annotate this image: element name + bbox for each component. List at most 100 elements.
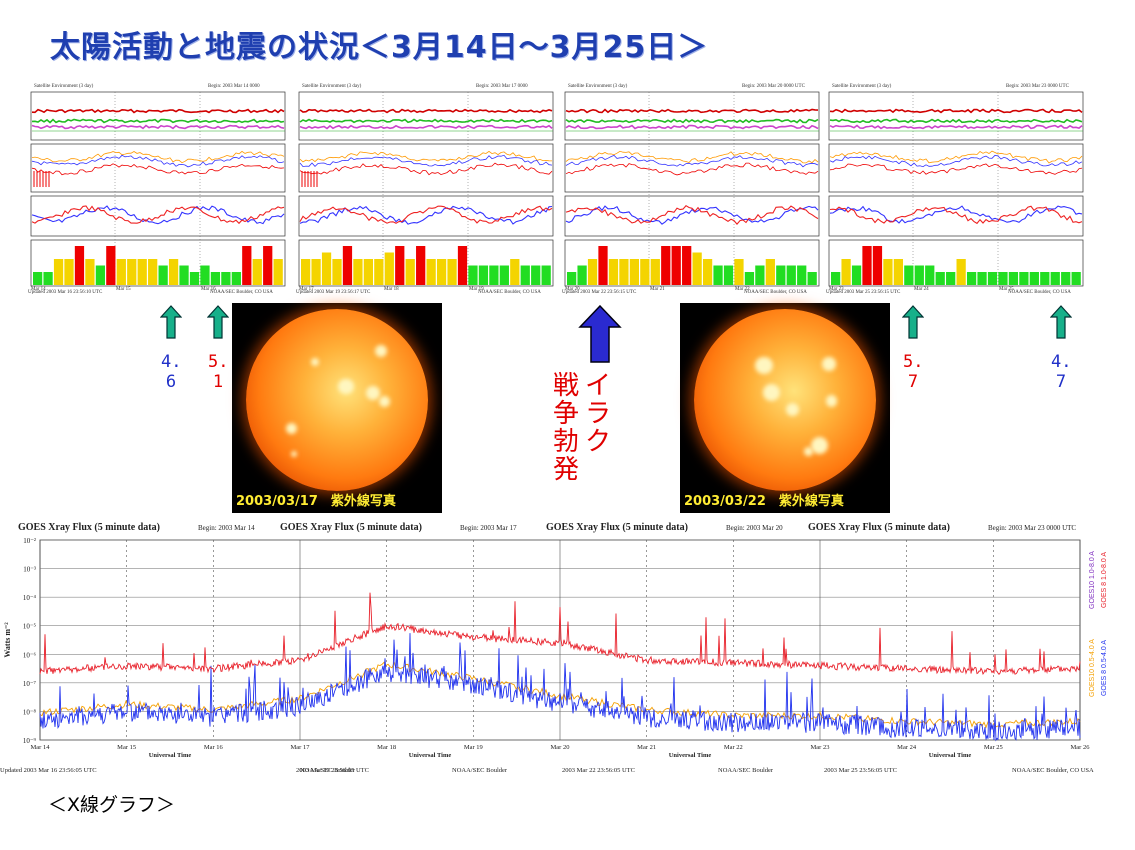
env-panel-1: Satellite Environment (3 day) Begin: 2003… (28, 84, 292, 298)
kp-bar (1029, 272, 1039, 285)
war-label-char: イ (584, 371, 611, 401)
kp-bar (577, 265, 587, 285)
env-footer-left: Updated 2003 Mar 16 23:56:10 UTC (28, 290, 103, 295)
env-header-right: Begin: 2003 Mar 20 0000 UTC (742, 84, 805, 89)
xray-panel-credit: NOAA/SEC Boulder (452, 767, 508, 774)
sun-disk (694, 309, 876, 491)
magnetometer-line (829, 205, 1083, 225)
xray-ytick-label: 10⁻⁴ (23, 594, 37, 602)
proton-flux-line (31, 124, 285, 130)
war-label-char: 発 (552, 455, 579, 485)
sun-image-caption: 2003/03/17 紫外線写真 (236, 494, 396, 509)
kp-bar (935, 272, 945, 285)
earthquake-arrow-icon (160, 305, 182, 339)
kp-bar (374, 259, 384, 285)
electron-flux-line (829, 154, 1083, 168)
kp-bar (831, 272, 841, 285)
active-region (785, 402, 799, 416)
xray-xtick-label: Mar 15 (117, 744, 136, 751)
earthquake-arrow-icon (902, 305, 924, 339)
kp-bar (499, 265, 509, 285)
proton-flux-line (31, 108, 285, 114)
kp-bar (436, 259, 447, 285)
magnitude-line2: 7 (907, 372, 919, 392)
kp-bar (998, 272, 1008, 285)
env-day-label: Mar 16 (201, 287, 216, 291)
active-region (825, 394, 838, 407)
war-label-char: ク (584, 427, 611, 457)
kp-bar (904, 265, 914, 285)
xray-xtick-label: Mar 19 (464, 744, 483, 751)
active-region (290, 450, 297, 458)
xray-xaxis-label: Universal Time (149, 752, 192, 759)
kp-bar (872, 246, 883, 285)
magnitude-line2: 6 (165, 372, 177, 392)
kp-bar (671, 246, 681, 285)
kp-bar (478, 265, 489, 285)
xray-yaxis-label: Watts m⁻² (3, 622, 12, 658)
proton-flux-line (829, 124, 1083, 130)
kp-bar (682, 246, 692, 285)
env-subplot-frame (298, 143, 554, 193)
kp-bar (363, 259, 374, 285)
kp-bar (702, 259, 713, 285)
active-region (763, 384, 781, 401)
earthquake-arrow-icon (1050, 305, 1072, 339)
env-plots: Mar 14 Mar 15 Mar 16 (30, 91, 286, 291)
xray-xtick-label: Mar 20 (551, 744, 570, 751)
earthquake-magnitude: 5. 1 (208, 352, 228, 392)
xray-xtick-label: Mar 24 (897, 744, 917, 751)
kp-bar (661, 246, 671, 285)
proton-flux-line (565, 118, 819, 124)
xray-xtick-label: Mar 25 (984, 744, 1003, 751)
kp-bar (851, 265, 862, 285)
xray-xtick-label: Mar 16 (204, 744, 224, 751)
xray-panel-title: GOES Xray Flux (5 minute data) (18, 522, 160, 533)
active-region (804, 447, 814, 456)
kp-bar (1008, 272, 1019, 285)
kp-bar (189, 272, 200, 285)
env-day-label: Mar 24 (914, 287, 929, 291)
kp-bar (567, 272, 577, 285)
electron-flux-line (31, 150, 285, 164)
kp-bar (332, 259, 342, 285)
kp-bar (765, 259, 775, 285)
active-region (374, 344, 387, 357)
earthquake-magnitude: 4. 6 (161, 352, 181, 392)
kp-bar (598, 246, 608, 285)
xray-panel-title: GOES Xray Flux (5 minute data) (280, 522, 422, 533)
xray-legend-entry: GOES 8 1.0-8.0 A (1101, 552, 1108, 608)
earthquake-magnitude: 4. 7 (1051, 352, 1071, 392)
env-subplot-frame (564, 143, 820, 193)
xray-xtick-label: Mar 18 (377, 744, 396, 751)
proton-flux-line (829, 108, 1083, 114)
kp-bar (273, 259, 283, 285)
kp-bar (1040, 272, 1050, 285)
page-title: 太陽活動と地震の状況＜3月14日～3月25日＞ (50, 30, 709, 65)
electron-flux-line (31, 154, 285, 168)
xray-ytick-label: 10⁻⁷ (23, 680, 37, 688)
env-plots: Mar 17 Mar 18 Mar 19 (298, 91, 554, 291)
kp-bar (416, 246, 426, 285)
env-subplot-frame (30, 143, 286, 193)
xray-legend-entry: GOES 8 0.5-4.0 A (1101, 640, 1108, 696)
kp-bar (179, 265, 189, 285)
env-header-right: Begin: 2003 Mar 17 0000 (476, 84, 528, 89)
env-subplot-frame (298, 195, 554, 237)
kp-bar (862, 246, 872, 285)
proton-flux-line (299, 124, 553, 130)
kp-bar (210, 272, 221, 285)
earthquake-arrow-icon (207, 305, 229, 339)
electron-flux-line (565, 154, 819, 168)
xray-ytick-label: 10⁻⁵ (23, 623, 37, 631)
xray-panel-title: GOES Xray Flux (5 minute data) (546, 522, 688, 533)
env-subplot-frame (298, 91, 554, 141)
goes-xray-flux-chart: GOES Xray Flux (5 minute data) Begin: 200… (0, 522, 1108, 774)
env-footer-left: Updated 2003 Mar 25 23:56:15 UTC (826, 290, 901, 295)
magnetometer-line (565, 205, 819, 225)
env-day-label: Mar 18 (384, 287, 399, 291)
magnitude-line2: 7 (1055, 372, 1067, 392)
kp-bar (520, 265, 530, 285)
env-subplot-frame (828, 91, 1084, 141)
kp-bar (200, 265, 210, 285)
